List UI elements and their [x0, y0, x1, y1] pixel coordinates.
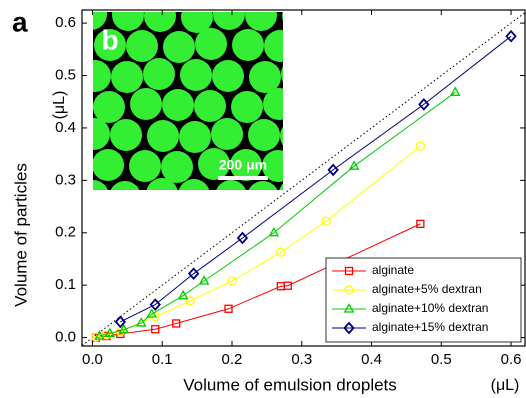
x-tick-label: 0.1: [152, 351, 173, 368]
legend-label: alginate: [372, 263, 414, 277]
droplet: [247, 181, 279, 213]
inset-image: 200 μm b: [75, 0, 332, 213]
droplet: [92, 149, 124, 181]
legend-label: alginate+10% dextran: [372, 301, 488, 315]
droplet: [161, 151, 193, 183]
droplet: [146, 178, 178, 210]
droplet: [248, 119, 280, 151]
droplet: [194, 90, 226, 122]
y-tick-label: 0.5: [55, 66, 76, 83]
x-tick-label: 0.3: [291, 351, 312, 368]
droplet: [163, 31, 195, 63]
droplet: [129, 150, 161, 182]
marker: [270, 228, 278, 236]
droplet: [212, 60, 244, 92]
marker: [350, 162, 358, 170]
droplet: [181, 1, 213, 33]
y-tick-label: 0.3: [55, 171, 76, 188]
droplet: [264, 30, 296, 62]
droplet: [111, 61, 143, 93]
chart: a Volume of emulsion droplets (μL) Volum…: [0, 0, 526, 398]
x-axis-unit: (μL): [491, 377, 520, 394]
droplet: [249, 61, 281, 93]
droplet: [126, 30, 158, 62]
scale-bar: [218, 176, 268, 180]
y-axis-unit: (μL): [51, 91, 68, 120]
inset-label: b: [101, 24, 118, 55]
x-axis-label: Volume of emulsion droplets: [183, 375, 397, 394]
droplet: [130, 88, 162, 120]
x-tick-label: 0.0: [82, 351, 103, 368]
y-tick-label: 0.0: [55, 329, 76, 346]
droplet: [296, 31, 328, 63]
droplet: [215, 180, 247, 212]
x-tick-label: 0.5: [431, 351, 452, 368]
panel-label: a: [12, 6, 28, 37]
marker: [179, 291, 187, 299]
droplet: [179, 121, 211, 153]
droplet: [144, 0, 176, 32]
droplet: [245, 0, 277, 31]
droplet: [281, 58, 313, 90]
droplet: [147, 120, 179, 152]
droplet: [232, 29, 264, 61]
droplet: [300, 89, 332, 121]
droplet: [299, 151, 331, 183]
x-tick-label: 0.6: [501, 351, 522, 368]
droplet: [211, 118, 243, 150]
x-tick-label: 0.4: [361, 351, 382, 368]
y-tick-label: 0.4: [55, 119, 76, 136]
legend-label: alginate+15% dextran: [372, 320, 488, 334]
page: {"chart_data": {"type": "line", "panel_l…: [0, 0, 526, 398]
droplet: [162, 89, 194, 121]
droplet: [231, 91, 263, 123]
scale-bar-label: 200 μm: [219, 157, 267, 173]
droplet: [263, 88, 295, 120]
y-tick-label: 0.2: [55, 224, 76, 241]
marker: [200, 277, 208, 285]
droplet: [143, 58, 175, 90]
droplet: [280, 120, 312, 152]
droplet: [195, 28, 227, 60]
droplet: [180, 59, 212, 91]
marker: [451, 88, 459, 96]
droplet: [109, 181, 141, 213]
y-axis-label: Volume of particles: [11, 163, 30, 307]
y-tick-label: 0.6: [55, 14, 76, 31]
droplet: [93, 91, 125, 123]
droplet: [78, 118, 110, 150]
x-tick-label: 0.2: [222, 351, 243, 368]
droplet: [178, 179, 210, 211]
droplet: [282, 0, 314, 32]
droplet: [110, 119, 142, 151]
legend-label: alginate+5% dextran: [372, 282, 482, 296]
y-tick-label: 0.1: [55, 276, 76, 293]
